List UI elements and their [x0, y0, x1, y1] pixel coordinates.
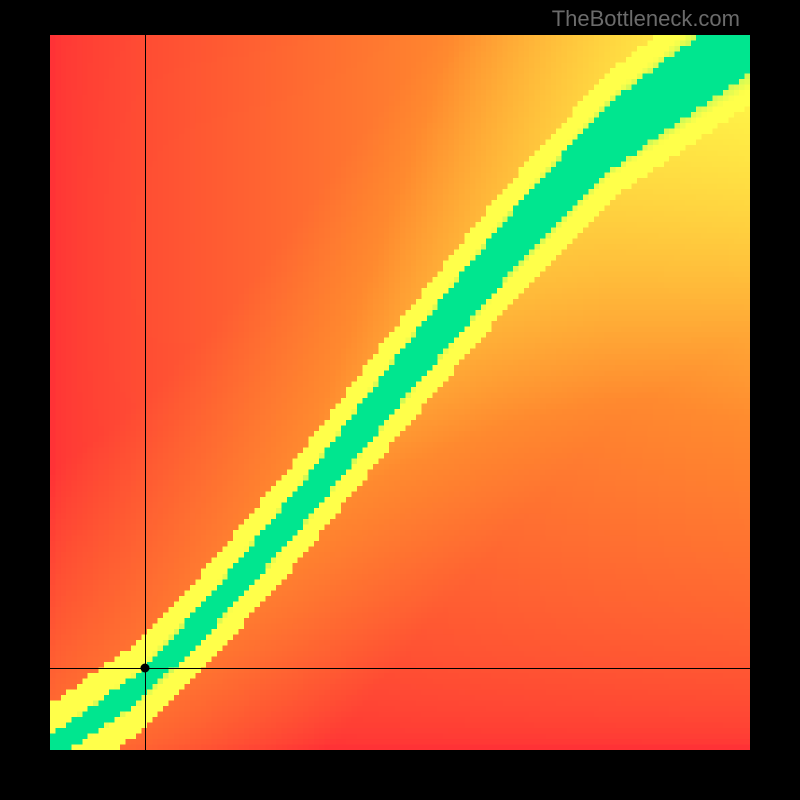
crosshair-horizontal — [50, 668, 750, 669]
bottleneck-heatmap — [50, 35, 750, 750]
crosshair-marker — [140, 663, 149, 672]
crosshair-vertical — [145, 35, 146, 750]
plot-area — [50, 35, 750, 750]
chart-container: TheBottleneck.com — [0, 0, 800, 800]
watermark-text: TheBottleneck.com — [552, 6, 740, 32]
